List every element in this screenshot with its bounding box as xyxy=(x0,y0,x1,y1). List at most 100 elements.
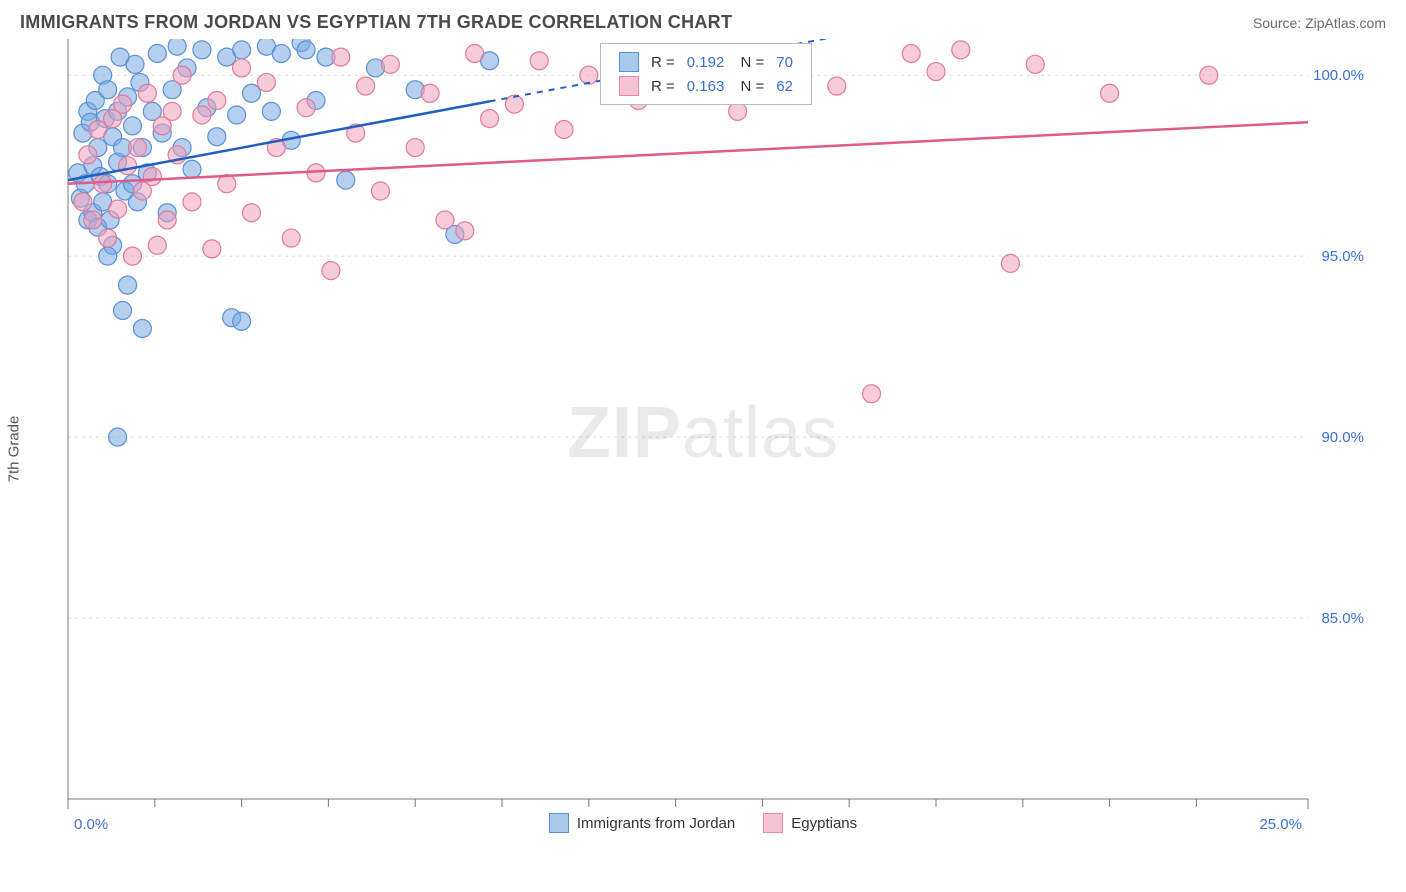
data-point xyxy=(481,110,499,128)
data-point xyxy=(233,59,251,77)
y-axis-label: 7th Grade xyxy=(6,416,23,483)
data-point xyxy=(729,102,747,120)
data-point xyxy=(1001,254,1019,272)
data-point xyxy=(74,193,92,211)
legend-swatch xyxy=(763,813,783,833)
header-row: IMMIGRANTS FROM JORDAN VS EGYPTIAN 7TH G… xyxy=(0,0,1406,39)
data-point xyxy=(119,276,137,294)
data-point xyxy=(1200,66,1218,84)
data-point xyxy=(123,117,141,135)
data-point xyxy=(109,200,127,218)
chart-title: IMMIGRANTS FROM JORDAN VS EGYPTIAN 7TH G… xyxy=(20,12,732,33)
y-tick-label: 85.0% xyxy=(1321,610,1364,627)
scatter-plot: 85.0%90.0%95.0%100.0%0.0%25.0% xyxy=(20,39,1386,859)
legend-n-value: 62 xyxy=(770,74,799,98)
legend-r-value: 0.192 xyxy=(681,50,731,74)
data-point xyxy=(357,77,375,95)
series-legend: Immigrants from Jordan Egyptians xyxy=(20,813,1386,837)
data-point xyxy=(233,312,251,330)
data-point xyxy=(163,102,181,120)
data-point xyxy=(208,92,226,110)
data-point xyxy=(297,41,315,59)
data-point xyxy=(927,63,945,81)
data-point xyxy=(138,84,156,102)
data-point xyxy=(257,73,275,91)
data-point xyxy=(421,84,439,102)
series-name: Immigrants from Jordan xyxy=(577,815,735,832)
series-legend-item: Immigrants from Jordan xyxy=(549,813,735,833)
legend-row: R =0.192 N =70 xyxy=(613,50,799,74)
data-point xyxy=(114,301,132,319)
data-point xyxy=(79,146,97,164)
data-point xyxy=(173,66,191,84)
data-point xyxy=(456,222,474,240)
data-point xyxy=(371,182,389,200)
data-point xyxy=(89,120,107,138)
data-point xyxy=(203,240,221,258)
data-point xyxy=(406,139,424,157)
data-point xyxy=(193,41,211,59)
data-point xyxy=(183,160,201,178)
y-tick-label: 100.0% xyxy=(1313,67,1364,84)
correlation-legend: R =0.192 N =70R =0.163 N =62 xyxy=(600,43,812,105)
data-point xyxy=(243,84,261,102)
legend-row: R =0.163 N =62 xyxy=(613,74,799,98)
data-point xyxy=(94,175,112,193)
source-label: Source: ZipAtlas.com xyxy=(1253,15,1386,31)
data-point xyxy=(126,55,144,73)
data-point xyxy=(168,39,186,55)
legend-r-value: 0.163 xyxy=(681,74,731,98)
data-point xyxy=(233,41,251,59)
legend-n-value: 70 xyxy=(770,50,799,74)
chart-area: 7th Grade 85.0%90.0%95.0%100.0%0.0%25.0%… xyxy=(20,39,1386,859)
legend-r-label: R = xyxy=(645,50,681,74)
data-point xyxy=(828,77,846,95)
data-point xyxy=(297,99,315,117)
legend-swatch xyxy=(549,813,569,833)
data-point xyxy=(133,320,151,338)
series-name: Egyptians xyxy=(791,815,857,832)
series-legend-item: Egyptians xyxy=(763,813,857,833)
data-point xyxy=(143,168,161,186)
data-point xyxy=(228,106,246,124)
data-point xyxy=(282,229,300,247)
data-point xyxy=(158,211,176,229)
data-point xyxy=(322,262,340,280)
data-point xyxy=(148,236,166,254)
data-point xyxy=(1101,84,1119,102)
data-point xyxy=(436,211,454,229)
data-point xyxy=(183,193,201,211)
data-point xyxy=(99,247,117,265)
data-point xyxy=(148,44,166,62)
data-point xyxy=(952,41,970,59)
data-point xyxy=(109,428,127,446)
data-point xyxy=(555,120,573,138)
data-point xyxy=(580,66,598,84)
data-point xyxy=(99,229,117,247)
data-point xyxy=(193,106,211,124)
data-point xyxy=(381,55,399,73)
trendline xyxy=(68,122,1308,184)
data-point xyxy=(243,204,261,222)
legend-n-label: N = xyxy=(730,50,770,74)
data-point xyxy=(218,175,236,193)
data-point xyxy=(119,157,137,175)
data-point xyxy=(332,48,350,66)
data-point xyxy=(99,81,117,99)
data-point xyxy=(863,385,881,403)
data-point xyxy=(1026,55,1044,73)
data-point xyxy=(530,52,548,70)
data-point xyxy=(114,95,132,113)
legend-n-label: N = xyxy=(730,74,770,98)
data-point xyxy=(262,102,280,120)
data-point xyxy=(337,171,355,189)
legend-swatch xyxy=(619,52,639,72)
data-point xyxy=(84,211,102,229)
legend-r-label: R = xyxy=(645,74,681,98)
data-point xyxy=(272,44,290,62)
data-point xyxy=(128,139,146,157)
legend-swatch xyxy=(619,76,639,96)
y-tick-label: 95.0% xyxy=(1321,248,1364,265)
data-point xyxy=(902,44,920,62)
y-tick-label: 90.0% xyxy=(1321,429,1364,446)
